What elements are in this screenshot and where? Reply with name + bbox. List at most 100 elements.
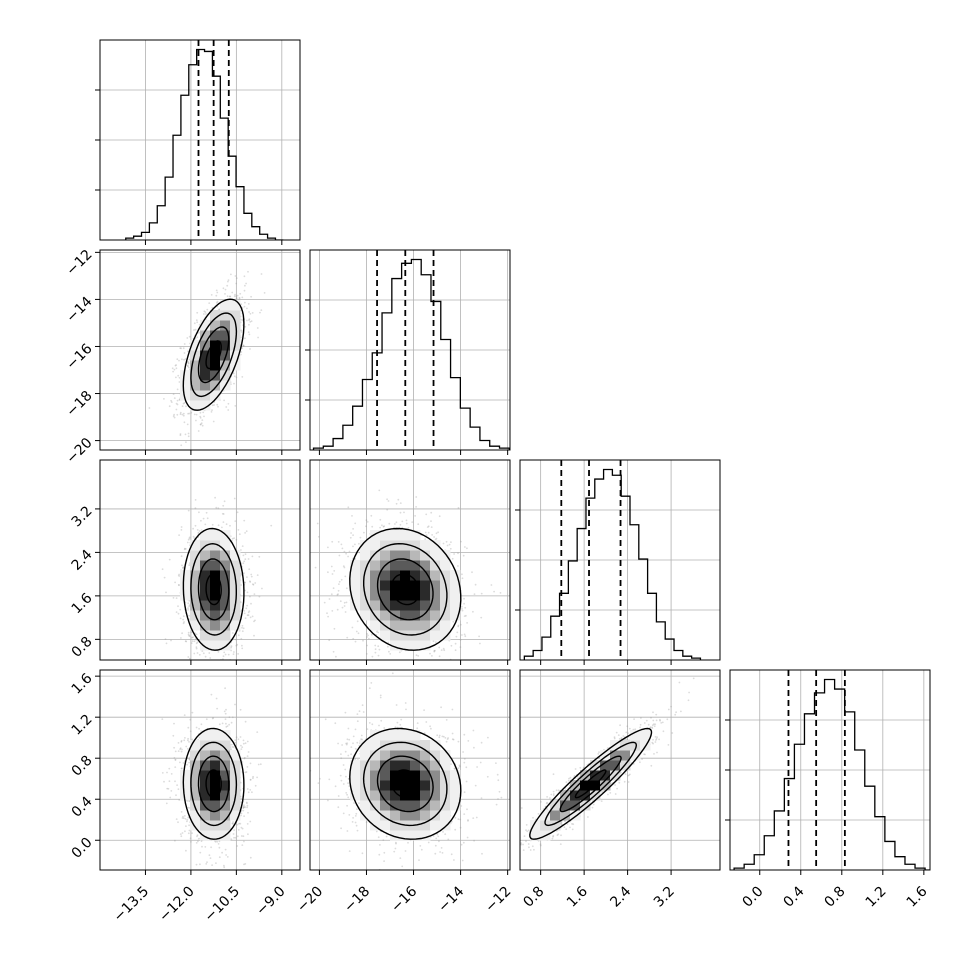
density-cell	[410, 620, 421, 631]
scatter-point	[246, 804, 249, 807]
scatter-point	[242, 562, 245, 565]
scatter-point	[216, 840, 219, 843]
scatter-point	[181, 748, 183, 751]
scatter-point	[208, 302, 211, 304]
density-cell	[220, 550, 231, 561]
scatter-point	[183, 548, 186, 551]
scatter-point	[222, 521, 225, 523]
scatter-point	[399, 502, 402, 504]
scatter-point	[346, 636, 349, 639]
density-panel-2-0: 0.81.62.43.2	[69, 459, 301, 673]
scatter-point	[460, 605, 463, 608]
scatter-point	[416, 672, 418, 674]
density-cell	[180, 580, 191, 591]
scatter-point	[260, 273, 263, 275]
scatter-point	[204, 311, 207, 313]
density-cell	[400, 550, 411, 561]
scatter-point	[370, 514, 373, 517]
density-cell	[190, 350, 201, 361]
scatter-point	[172, 370, 175, 373]
scatter-point	[231, 537, 234, 540]
scatter-point	[352, 534, 354, 536]
scatter-point	[243, 560, 246, 563]
scatter-point	[182, 622, 185, 625]
density-cell	[370, 530, 381, 541]
scatter-point	[452, 620, 455, 623]
scatter-point	[415, 506, 417, 508]
scatter-point	[206, 517, 209, 520]
scatter-point	[195, 726, 198, 729]
scatter-point	[457, 565, 459, 567]
scatter-point	[227, 653, 230, 656]
scatter-point	[210, 693, 213, 696]
scatter-point	[230, 721, 233, 724]
scatter-point	[224, 288, 227, 291]
scatter-point	[350, 532, 352, 534]
scatter-point	[250, 575, 253, 578]
scatter-point	[187, 609, 190, 611]
scatter-point	[194, 671, 196, 673]
scatter-point	[218, 856, 221, 859]
scatter-point	[210, 846, 213, 849]
density-cell	[370, 590, 381, 601]
scatter-point	[406, 662, 408, 664]
scatter-point	[203, 313, 205, 315]
density-cell	[370, 560, 381, 571]
scatter-point	[183, 421, 186, 424]
density-cell	[420, 550, 431, 561]
density-cell	[200, 640, 211, 651]
scatter-point	[378, 648, 381, 651]
scatter-point	[166, 771, 168, 774]
scatter-point	[182, 414, 185, 417]
scatter-point	[386, 498, 388, 501]
scatter-point	[196, 336, 199, 339]
scatter-point	[184, 358, 187, 360]
scatter-point	[257, 336, 259, 339]
density-cell	[210, 600, 221, 611]
scatter-point	[249, 595, 251, 598]
scatter-point	[224, 653, 227, 656]
scatter-point	[243, 610, 246, 612]
scatter-point	[180, 347, 183, 350]
scatter-point	[499, 592, 502, 594]
scatter-point	[240, 329, 243, 332]
scatter-point	[472, 610, 474, 613]
scatter-point	[211, 409, 213, 411]
scatter-point	[188, 824, 191, 827]
scatter-point	[463, 602, 465, 605]
scatter-point	[446, 544, 449, 547]
scatter-point	[173, 397, 176, 399]
scatter-point	[241, 624, 244, 627]
scatter-point	[187, 816, 190, 819]
scatter-point	[243, 519, 246, 522]
scatter-point	[455, 635, 458, 638]
scatter-point	[196, 835, 198, 838]
density-cell	[190, 390, 201, 401]
scatter-point	[345, 587, 348, 590]
scatter-point	[178, 359, 180, 362]
density-cell	[430, 600, 441, 611]
scatter-point	[246, 740, 249, 743]
density-cell	[190, 370, 201, 381]
scatter-point	[161, 568, 164, 571]
scatter-point	[231, 632, 234, 634]
scatter-point	[222, 655, 225, 658]
scatter-point	[480, 616, 483, 619]
scatter-point	[181, 817, 184, 819]
histogram-step	[312, 258, 510, 450]
scatter-point	[211, 523, 214, 526]
scatter-point	[338, 583, 340, 585]
scatter-point	[366, 636, 368, 638]
scatter-point	[172, 393, 175, 395]
scatter-point	[243, 863, 245, 866]
scatter-point	[193, 413, 196, 416]
scatter-point	[340, 543, 343, 546]
density-cell	[410, 600, 421, 611]
scatter-point	[180, 767, 183, 770]
scatter-point	[225, 722, 227, 725]
scatter-point	[243, 305, 246, 308]
scatter-point	[184, 433, 187, 436]
scatter-point	[177, 574, 180, 577]
scatter-point	[356, 620, 359, 623]
scatter-point	[194, 328, 197, 331]
